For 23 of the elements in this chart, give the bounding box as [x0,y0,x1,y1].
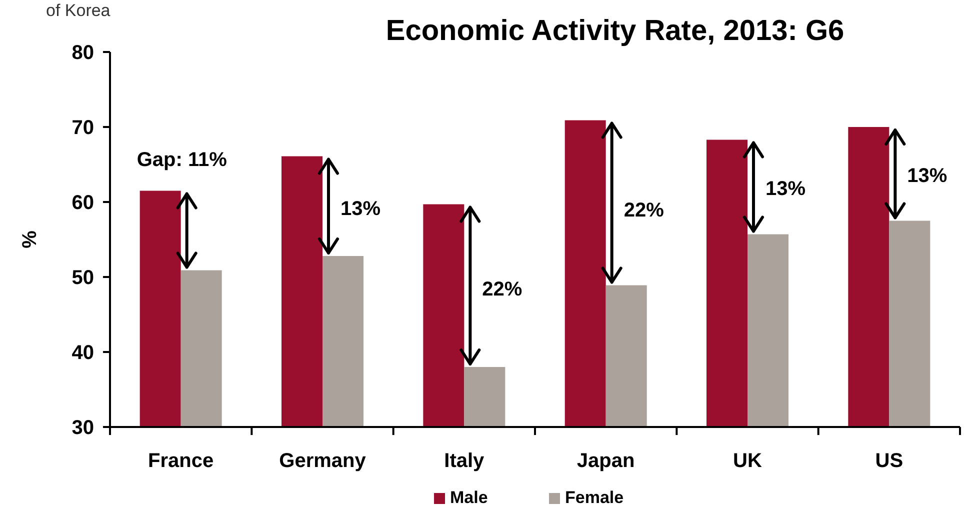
y-tick-label: 40 [72,342,94,364]
annotation: 13% [907,165,948,187]
y-tick-label: 80 [72,42,94,64]
chart-title: Economic Activity Rate, 2013: G6 [386,15,844,47]
x-tick-label: Germany [279,450,367,472]
x-tick-label: UK [733,450,762,472]
annotation: 13% [340,198,381,220]
y-tick-label: 70 [72,117,94,139]
annotation: 22% [624,200,664,222]
annotation: 22% [482,278,522,300]
y-tick-label: 60 [72,192,94,214]
annotation: Gap: 11% [136,148,228,171]
x-tick-label: France [148,450,214,472]
legend-label: Male [450,488,488,507]
annotation: 13% [766,178,806,200]
legend-label: Female [565,488,624,507]
y-axis-title: % [19,230,41,248]
y-tick-label: 50 [72,267,94,289]
text: of Korea [46,1,111,20]
y-tick-label: 30 [72,417,94,439]
x-tick-label: US [875,450,904,472]
x-tick-label: Italy [444,450,486,472]
x-tick-label: Japan [576,450,635,472]
